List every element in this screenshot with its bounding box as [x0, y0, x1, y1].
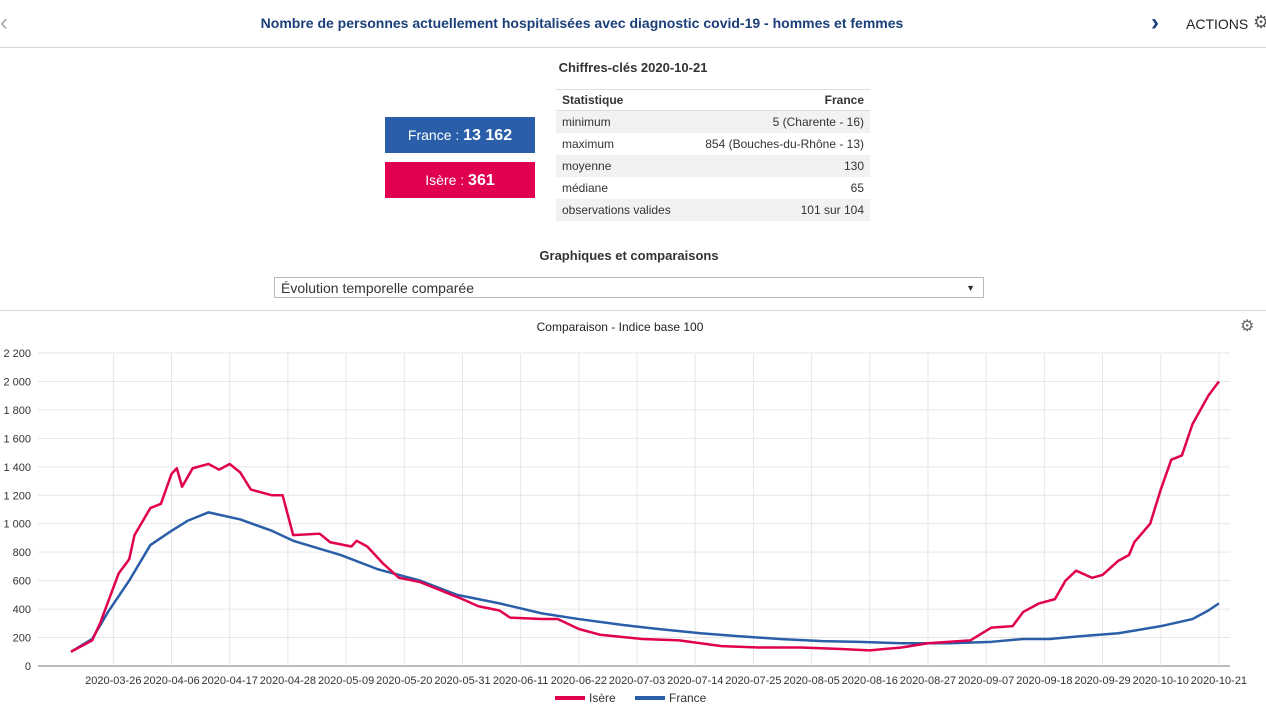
cell: maximum — [562, 137, 615, 151]
line-chart: 0 200 400 600 800 1 000 1 200 1 400 1 600 1 800 2 … — [3, 348, 1247, 705]
isere-label: Isère : — [425, 172, 469, 188]
cell: moyenne — [556, 155, 687, 177]
cell: 65 — [850, 181, 864, 195]
x-tick-label: 2020-04-06 — [143, 675, 199, 687]
france-badge: France : 13 162 — [385, 117, 535, 153]
y-tick-label: 800 — [13, 547, 31, 559]
x-tick-label: 2020-05-09 — [318, 675, 374, 687]
table-row: moyenne 130 — [556, 155, 870, 177]
select-value: Évolution temporelle comparée — [281, 280, 474, 296]
legend-label: Isère — [589, 691, 616, 705]
y-tick-label: 600 — [13, 576, 31, 588]
chevron-left-icon[interactable]: ‹ — [0, 9, 8, 36]
x-tick-label: 2020-07-25 — [725, 675, 781, 687]
y-tick-label: 2 200 — [3, 348, 31, 360]
gear-icon[interactable]: ⚙ — [1253, 12, 1266, 32]
x-tick-label: 2020-03-26 — [85, 675, 141, 687]
key-figures-title: Chiffres-clés 2020-10-21 — [558, 60, 708, 75]
x-tick-label: 2020-09-07 — [958, 675, 1014, 687]
x-tick-label: 2020-05-20 — [376, 675, 432, 687]
actions-button[interactable]: ACTIONS — [1186, 16, 1249, 32]
x-tick-label: 2020-10-10 — [1133, 675, 1189, 687]
table-row: médiane 65 — [556, 177, 870, 199]
isere-badge: Isère : 361 — [385, 162, 535, 198]
x-tick-label: 2020-06-11 — [493, 675, 548, 687]
y-tick-label: 1 400 — [3, 462, 31, 474]
graphs-title: Graphiques et comparaisons — [539, 248, 719, 263]
chart-type-select[interactable]: Évolution temporelle comparée ▼ — [274, 277, 984, 298]
x-tick-label: 2020-07-03 — [609, 675, 665, 687]
cell: médiane — [562, 181, 609, 195]
x-tick-label: 2020-09-18 — [1016, 675, 1072, 687]
cell: minimum — [556, 110, 687, 133]
cell: 130 — [686, 155, 870, 177]
table-row: observations valides 101 sur 104 — [556, 199, 870, 221]
y-tick-label: 1 600 — [3, 433, 31, 445]
series-line-isère — [70, 380, 1220, 653]
x-tick-label: 2020-08-16 — [842, 675, 898, 687]
cell: observations valides — [556, 199, 687, 221]
table-row: maximum 854 (Bouches-du-Rhône - 13) — [556, 133, 870, 155]
x-tick-label: 2020-07-14 — [667, 675, 723, 687]
series-line-france — [70, 511, 1220, 653]
isere-value: 361 — [468, 172, 495, 189]
x-tick-label: 2020-09-29 — [1074, 675, 1130, 687]
x-tick-label: 2020-08-27 — [900, 675, 956, 687]
france-label: France : — [407, 127, 464, 143]
x-tick-label: 2020-05-31 — [434, 675, 490, 687]
y-tick-label: 0 — [25, 661, 31, 673]
header: ‹ Nombre de personnes actuellement hospi… — [0, 0, 1266, 48]
y-tick-label: 1 200 — [3, 490, 31, 502]
x-tick-label: 2020-10-21 — [1191, 675, 1247, 687]
dropdown-arrow-icon: ▼ — [966, 283, 975, 293]
cell: 101 sur 104 — [686, 199, 870, 221]
y-tick-label: 2 000 — [3, 376, 31, 388]
stats-table: Statistique France minimum 5 (Charente - 1… — [556, 89, 870, 221]
legend-label: France — [669, 691, 707, 705]
col-header: Statistique — [556, 89, 687, 111]
chart-title: Comparaison - Indice base 100 — [536, 320, 704, 334]
x-tick-label: 2020-04-17 — [202, 675, 258, 687]
cell: 854 (Bouches-du-Rhône - 13) — [705, 137, 864, 151]
y-tick-label: 1 800 — [3, 405, 31, 417]
france-value: 13 162 — [463, 127, 513, 144]
col-header: France — [686, 89, 870, 111]
chart-gear-icon[interactable]: ⚙ — [1240, 318, 1255, 335]
y-tick-label: 200 — [13, 633, 31, 645]
divider — [0, 310, 1266, 311]
x-tick-label: 2020-08-05 — [783, 675, 839, 687]
cell: 5 (Charente - 16) — [686, 110, 870, 133]
table-row: minimum 5 (Charente - 16) — [556, 110, 870, 133]
chevron-right-icon[interactable]: › — [1151, 9, 1159, 36]
y-tick-label: 400 — [13, 604, 31, 616]
page-title: Nombre de personnes actuellement hospita… — [260, 15, 904, 31]
x-tick-label: 2020-06-22 — [551, 675, 607, 687]
x-tick-label: 2020-04-28 — [260, 675, 316, 687]
y-tick-label: 1 000 — [3, 519, 31, 531]
